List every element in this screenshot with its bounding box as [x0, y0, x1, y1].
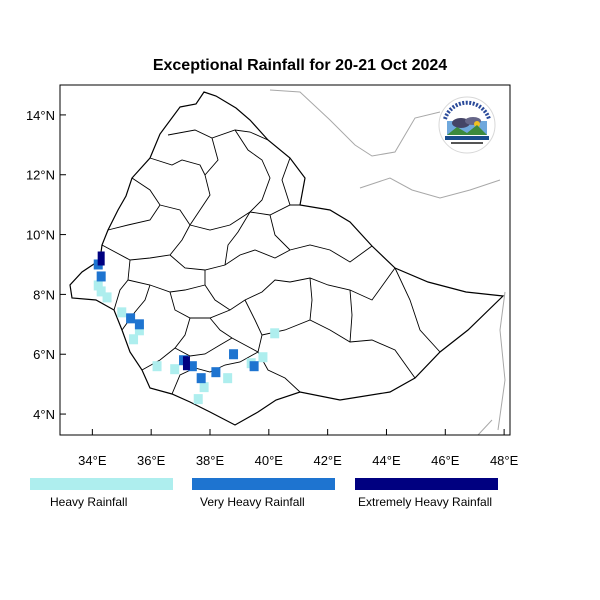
rainfall-cell-very-heavy [229, 349, 239, 360]
rainfall-cell-heavy [270, 328, 280, 339]
rainfall-layer [93, 251, 280, 405]
y-tick-label: 10°N [26, 228, 55, 243]
y-tick-label: 8°N [33, 287, 55, 302]
rainfall-cell-very-heavy [96, 271, 106, 282]
x-tick-label: 36°E [137, 453, 166, 468]
legend-label-very-heavy: Very Heavy Rainfall [200, 495, 305, 509]
rainfall-cell-heavy [193, 394, 203, 405]
rainfall-cell-heavy [93, 280, 103, 291]
y-tick-label: 14°N [26, 108, 55, 123]
legend-swatch-heavy [30, 478, 173, 490]
x-axis: 34°E 36°E 38°E 40°E 42°E 44°E 46°E 48°E [78, 429, 519, 468]
neighbour-borders [269, 89, 506, 436]
y-axis: 4°N 6°N 8°N 10°N 12°N 14°N [26, 108, 66, 422]
rainfall-cell-extremely-heavy [182, 356, 190, 371]
rainfall-cell-heavy [134, 325, 144, 336]
x-tick-label: 48°E [490, 453, 519, 468]
agency-logo [438, 96, 496, 154]
y-tick-label: 4°N [33, 407, 55, 422]
x-tick-label: 44°E [372, 453, 401, 468]
rainfall-cell-extremely-heavy [97, 251, 105, 266]
rainfall-cell-very-heavy [196, 373, 206, 384]
x-tick-label: 38°E [196, 453, 225, 468]
y-tick-label: 6°N [33, 347, 55, 362]
rainfall-cell-heavy [96, 286, 106, 297]
y-tick-label: 12°N [26, 168, 55, 183]
x-tick-label: 42°E [313, 453, 342, 468]
rainfall-cell-very-heavy [211, 367, 221, 378]
country-outline [69, 91, 505, 426]
rainfall-cell-very-heavy [126, 313, 136, 324]
x-tick-label: 46°E [431, 453, 460, 468]
rainfall-cell-heavy [170, 364, 180, 375]
legend-swatch-very-heavy [192, 478, 335, 490]
legend-label-extremely-heavy: Extremely Heavy Rainfall [358, 495, 493, 509]
rainfall-cell-heavy [102, 292, 112, 303]
rainfall-cell-heavy [223, 373, 233, 384]
map-title: Exceptional Rainfall for 20-21 Oct 2024 [152, 57, 448, 74]
x-tick-label: 40°E [255, 453, 284, 468]
rainfall-cell-heavy [152, 361, 162, 372]
rainfall-cell-very-heavy [187, 361, 197, 372]
rainfall-cell-very-heavy [249, 361, 259, 372]
x-tick-label: 34°E [78, 453, 107, 468]
legend-swatch-extremely-heavy [355, 478, 498, 490]
rainfall-cell-heavy [129, 334, 139, 345]
rainfall-cell-very-heavy [134, 319, 144, 330]
rainfall-cell-heavy [117, 307, 127, 318]
legend-label-heavy: Heavy Rainfall [50, 495, 128, 509]
rainfall-cell-heavy [199, 382, 209, 393]
map-frame [59, 84, 511, 436]
rainfall-cell-heavy [258, 352, 268, 363]
